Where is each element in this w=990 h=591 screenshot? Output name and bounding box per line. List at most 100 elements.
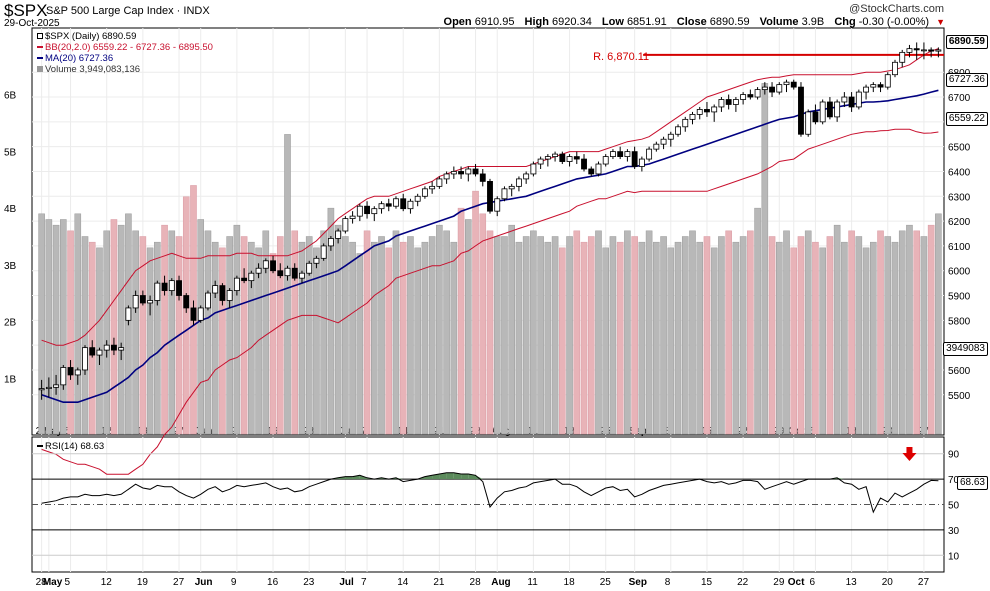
candle-body bbox=[125, 307, 132, 321]
volume-bar bbox=[356, 253, 364, 435]
candle-body bbox=[508, 185, 515, 190]
volume-bar bbox=[537, 236, 544, 435]
candle-body bbox=[646, 148, 653, 160]
volume-bar bbox=[790, 247, 798, 435]
candle-body bbox=[638, 158, 645, 167]
candle-body bbox=[421, 188, 428, 197]
candle-body bbox=[429, 185, 436, 190]
rsi-overbought-fill bbox=[424, 475, 433, 480]
resistance-label: R. 6,870.11 bbox=[593, 51, 649, 63]
volume-bar bbox=[219, 247, 226, 435]
volume-bar bbox=[342, 236, 349, 435]
price-axis-label: 5800 bbox=[948, 316, 971, 327]
low-label: Low bbox=[601, 16, 624, 28]
candle-body bbox=[732, 99, 739, 105]
candle-body bbox=[226, 290, 233, 301]
candle-body bbox=[617, 151, 624, 157]
legend-ma-text: MA(20) 6727.36 bbox=[45, 53, 114, 64]
volume-label: Volume bbox=[759, 16, 799, 28]
rsi-axis-label: 50 bbox=[948, 501, 960, 512]
candle-body bbox=[631, 151, 638, 167]
volume-bar bbox=[595, 230, 602, 435]
volume-bar bbox=[747, 230, 754, 435]
bb-lower-line bbox=[41, 128, 939, 475]
candle-body bbox=[132, 295, 139, 309]
volume-bar bbox=[616, 241, 624, 435]
rsi-x-axis-label: 20 bbox=[882, 577, 894, 588]
candle-body bbox=[675, 126, 681, 135]
rsi-x-axis-label: 9 bbox=[231, 577, 237, 588]
candle-body bbox=[45, 386, 52, 389]
candle-body bbox=[544, 156, 551, 160]
legend-price-text: $SPX (Daily) 6890.59 bbox=[45, 31, 137, 42]
rsi-axis-label: 30 bbox=[948, 526, 960, 537]
volume-bar bbox=[501, 236, 508, 435]
candle-body bbox=[537, 158, 544, 165]
index-name: S&P 500 Large Cap Index bbox=[46, 5, 174, 17]
candle-body bbox=[349, 215, 356, 220]
volume-bar bbox=[96, 247, 103, 435]
volume-bar bbox=[52, 224, 60, 435]
volume-bar bbox=[45, 219, 53, 435]
candle-body bbox=[935, 49, 942, 52]
rsi-x-axis-label: 14 bbox=[397, 577, 409, 588]
rsi-x-axis-label: Jul bbox=[339, 577, 354, 588]
volume-bar bbox=[631, 236, 638, 435]
price-axis-label: 6000 bbox=[948, 267, 971, 278]
rsi-x-axis-label: 15 bbox=[701, 577, 713, 588]
price-axis-label: 5900 bbox=[948, 292, 971, 303]
price-axis-label: 5500 bbox=[948, 391, 971, 402]
volume-bar bbox=[262, 230, 270, 435]
candle-body bbox=[660, 138, 667, 145]
candle-body bbox=[96, 349, 103, 356]
candle-body bbox=[501, 188, 508, 200]
candle-body bbox=[393, 198, 399, 207]
volume-bar bbox=[739, 236, 747, 435]
volume-bar bbox=[378, 236, 385, 435]
candle-body bbox=[588, 168, 595, 175]
candle-body bbox=[284, 267, 291, 277]
volume-bar bbox=[761, 83, 769, 435]
volume-bar bbox=[363, 230, 371, 435]
red-down-arrow-icon bbox=[902, 447, 917, 461]
candle-body bbox=[559, 153, 566, 162]
candle-body bbox=[320, 245, 327, 259]
close-value: 6890.59 bbox=[709, 16, 750, 28]
volume-bar bbox=[269, 253, 277, 435]
volume-bar bbox=[493, 236, 501, 435]
candle-body bbox=[682, 118, 689, 128]
bb-swatch-icon bbox=[37, 46, 43, 49]
volume-bar bbox=[291, 230, 299, 435]
volume-bar bbox=[472, 190, 479, 435]
rsi-x-axis-label: 22 bbox=[737, 577, 749, 588]
rsi-overbought-fill bbox=[345, 476, 353, 480]
volume-bar bbox=[681, 236, 689, 435]
candle-body bbox=[776, 84, 783, 93]
legend-volume: Volume 3,949,083,136 bbox=[37, 64, 140, 75]
candle-body bbox=[53, 384, 60, 388]
chg-down-icon: ▼ bbox=[936, 17, 945, 27]
volume-bar bbox=[804, 230, 812, 435]
candle-body bbox=[82, 347, 88, 371]
rsi-x-axis-label: 28 bbox=[470, 577, 482, 588]
rsi-tag: 68.63 bbox=[956, 476, 988, 490]
volume-bar bbox=[812, 241, 819, 435]
volume-bar bbox=[457, 207, 465, 435]
candle-body bbox=[479, 173, 486, 182]
volume-bar bbox=[703, 236, 711, 435]
candle-body bbox=[407, 200, 414, 210]
volume-bar bbox=[154, 241, 161, 435]
volume-bar bbox=[870, 241, 877, 435]
candle-body bbox=[610, 151, 616, 157]
price-axis-label: 6300 bbox=[948, 192, 971, 203]
volume-bar bbox=[320, 230, 327, 435]
volume-bar bbox=[645, 230, 653, 435]
candle-body bbox=[487, 180, 493, 212]
rsi-x-axis-label: 21 bbox=[433, 577, 445, 588]
volume-bar bbox=[139, 236, 147, 435]
candle-body bbox=[769, 86, 775, 93]
candle-body bbox=[718, 99, 725, 108]
candle-body bbox=[212, 285, 219, 294]
volume-bar bbox=[732, 241, 740, 435]
candle-body bbox=[790, 81, 797, 88]
